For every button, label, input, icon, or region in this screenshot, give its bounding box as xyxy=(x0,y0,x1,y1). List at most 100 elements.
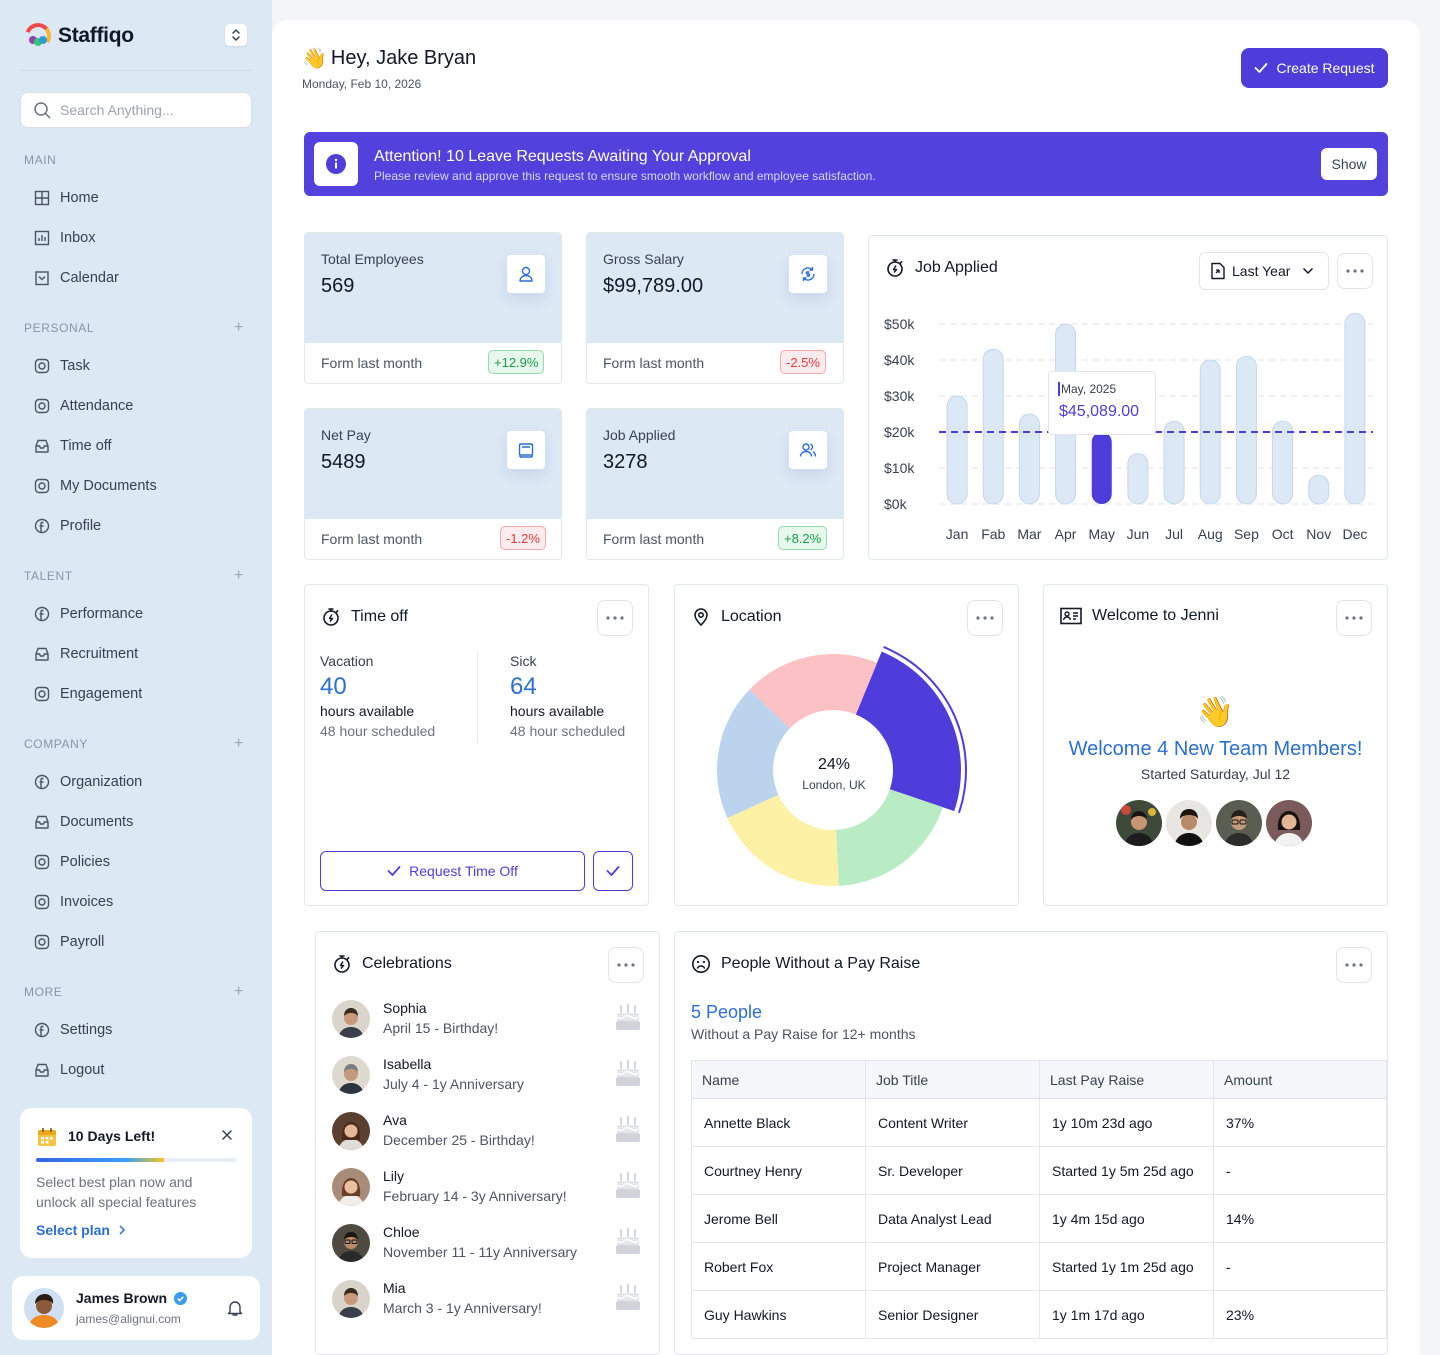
bar-sep[interactable] xyxy=(1235,355,1257,505)
sidebar-item-home[interactable]: Home xyxy=(24,182,250,214)
add-talent-icon[interactable]: + xyxy=(234,567,244,584)
sidebar-item-payroll[interactable]: Payroll xyxy=(24,926,250,958)
celebration-name: Chloe xyxy=(383,1224,420,1240)
wallet-icon xyxy=(507,431,545,469)
cake-icon xyxy=(616,1004,640,1030)
sidebar-item-task[interactable]: Task xyxy=(24,350,250,382)
avatar[interactable] xyxy=(1216,800,1262,846)
bar-mar[interactable] xyxy=(1018,413,1040,505)
column-header-name[interactable]: Name xyxy=(691,1060,866,1099)
column-header-last-pay-raise[interactable]: Last Pay Raise xyxy=(1039,1060,1214,1099)
list-item[interactable]: Sophia April 15 - Birthday! xyxy=(332,998,642,1054)
more-options-button[interactable] xyxy=(967,600,1003,636)
list-item[interactable]: Isabella July 4 - 1y Anniversary xyxy=(332,1054,642,1110)
sidebar-item-label: Inbox xyxy=(60,230,96,246)
sidebar-item-my-documents[interactable]: My Documents xyxy=(24,470,250,502)
sidebar-item-policies[interactable]: Policies xyxy=(24,846,250,878)
payroll-icon xyxy=(34,934,50,950)
list-item[interactable]: Mia March 3 - 1y Anniversary! xyxy=(332,1278,642,1334)
ellipsis-icon xyxy=(606,616,624,620)
sidebar-item-calendar[interactable]: Calendar xyxy=(24,262,250,294)
avatar[interactable] xyxy=(1266,800,1312,846)
brand[interactable]: Staffiqo xyxy=(24,20,134,52)
bar-jun[interactable] xyxy=(1127,453,1149,505)
table-row[interactable]: Guy Hawkins Senior Designer 1y 1m 17d ago 2… xyxy=(691,1290,1387,1339)
info-icon-box xyxy=(314,142,358,186)
bar-jan[interactable] xyxy=(946,395,968,505)
list-item[interactable]: Chloe November 11 - 11y Anniversary xyxy=(332,1222,642,1278)
approve-button[interactable] xyxy=(593,851,633,891)
sidebar-item-inbox[interactable]: Inbox xyxy=(24,222,250,254)
more-options-button[interactable] xyxy=(1336,947,1372,983)
more-options-button[interactable] xyxy=(1336,600,1372,636)
list-item[interactable]: Ava December 25 - Birthday! xyxy=(332,1110,642,1166)
workspace-switch-button[interactable] xyxy=(225,24,247,46)
bar-nov[interactable] xyxy=(1308,474,1330,505)
sidebar-item-profile[interactable]: Profile xyxy=(24,510,250,542)
add-company-icon[interactable]: + xyxy=(234,735,244,752)
search-box[interactable] xyxy=(20,92,252,128)
donut-segment[interactable] xyxy=(749,654,878,729)
grid-icon xyxy=(34,190,50,206)
people-subtitle: Without a Pay Raise for 12+ months xyxy=(691,1026,916,1042)
sidebar-item-logout[interactable]: Logout xyxy=(24,1054,250,1086)
attendance-icon xyxy=(34,398,50,414)
column-header-amount[interactable]: Amount xyxy=(1213,1060,1387,1099)
table-row[interactable]: Robert Fox Project Manager Started 1y 1m 2… xyxy=(691,1242,1387,1291)
bar-jul[interactable] xyxy=(1163,420,1185,505)
bell-icon[interactable] xyxy=(226,1299,244,1317)
sidebar-item-time-off[interactable]: Time off xyxy=(24,430,250,462)
list-item[interactable]: Lily February 14 - 3y Anniversary! xyxy=(332,1166,642,1222)
cell-amount: 23% xyxy=(1213,1290,1387,1339)
donut-segment[interactable] xyxy=(717,689,790,819)
search-input[interactable] xyxy=(60,102,230,118)
stat-foot: Form last month xyxy=(321,531,423,547)
bar-oct[interactable] xyxy=(1272,420,1294,505)
avatar[interactable] xyxy=(1166,800,1212,846)
donut-segment[interactable] xyxy=(727,794,839,886)
y-tick-label: $20k xyxy=(884,424,915,440)
sidebar-item-settings[interactable]: Settings xyxy=(24,1014,250,1046)
donut-segment[interactable] xyxy=(855,651,961,812)
sidebar-item-recruitment[interactable]: Recruitment xyxy=(24,638,250,670)
bar-fab[interactable] xyxy=(982,348,1004,505)
sidebar: Staffiqo MAIN Home Inbox Calendar PERSON… xyxy=(0,0,272,1355)
stat-value: 3278 xyxy=(603,451,648,473)
cell-amount: 14% xyxy=(1213,1194,1387,1243)
more-options-button[interactable] xyxy=(608,947,644,983)
donut-segment[interactable] xyxy=(835,789,943,886)
more-options-button[interactable] xyxy=(1337,253,1373,289)
add-personal-icon[interactable]: + xyxy=(234,319,244,336)
vacation-hours: 40 xyxy=(320,673,347,700)
sidebar-item-invoices[interactable]: Invoices xyxy=(24,886,250,918)
avatar[interactable] xyxy=(1116,800,1162,846)
sidebar-item-organization[interactable]: Organization xyxy=(24,766,250,798)
vacation-block: Vacation 40 hours available 48 hour sche… xyxy=(320,653,435,739)
sidebar-item-documents[interactable]: Documents xyxy=(24,806,250,838)
create-request-button[interactable]: Create Request xyxy=(1241,48,1388,88)
table-row[interactable]: Courtney Henry Sr. Developer Started 1y 5m… xyxy=(691,1146,1387,1195)
upgrade-text: Select best plan now and unlock all spec… xyxy=(36,1174,197,1210)
table-row[interactable]: Annette Black Content Writer 1y 10m 23d ag… xyxy=(691,1098,1387,1147)
column-header-job-title[interactable]: Job Title xyxy=(865,1060,1040,1099)
sidebar-item-engagement[interactable]: Engagement xyxy=(24,678,250,710)
request-time-off-button[interactable]: Request Time Off xyxy=(320,851,585,891)
documents-icon xyxy=(34,478,50,494)
sidebar-item-attendance[interactable]: Attendance xyxy=(24,390,250,422)
sidebar-item-performance[interactable]: Performance xyxy=(24,598,250,630)
show-button[interactable]: Show xyxy=(1321,148,1377,180)
cell-job-title: Content Writer xyxy=(865,1098,1040,1147)
more-options-button[interactable] xyxy=(597,600,633,636)
table-row[interactable]: Jerome Bell Data Analyst Lead 1y 4m 15d ag… xyxy=(691,1194,1387,1243)
x-tick-label: May xyxy=(1089,526,1115,542)
user-card[interactable]: James Brown james@alignui.com xyxy=(12,1276,260,1340)
celebration-name: Sophia xyxy=(383,1000,427,1016)
select-plan-link[interactable]: Select plan xyxy=(36,1222,126,1238)
bar-dec[interactable] xyxy=(1344,312,1366,505)
change-badge: -2.5% xyxy=(780,350,826,374)
close-icon[interactable] xyxy=(218,1126,236,1144)
add-more-icon[interactable]: + xyxy=(234,983,244,1000)
job-applied-bar-chart: $0k $10k $20k $30k $40k $50k Jan Fab Mar Apr May Ju… xyxy=(884,312,1373,542)
bar-may[interactable] xyxy=(1091,432,1112,504)
range-dropdown[interactable]: Last Year xyxy=(1199,252,1329,290)
